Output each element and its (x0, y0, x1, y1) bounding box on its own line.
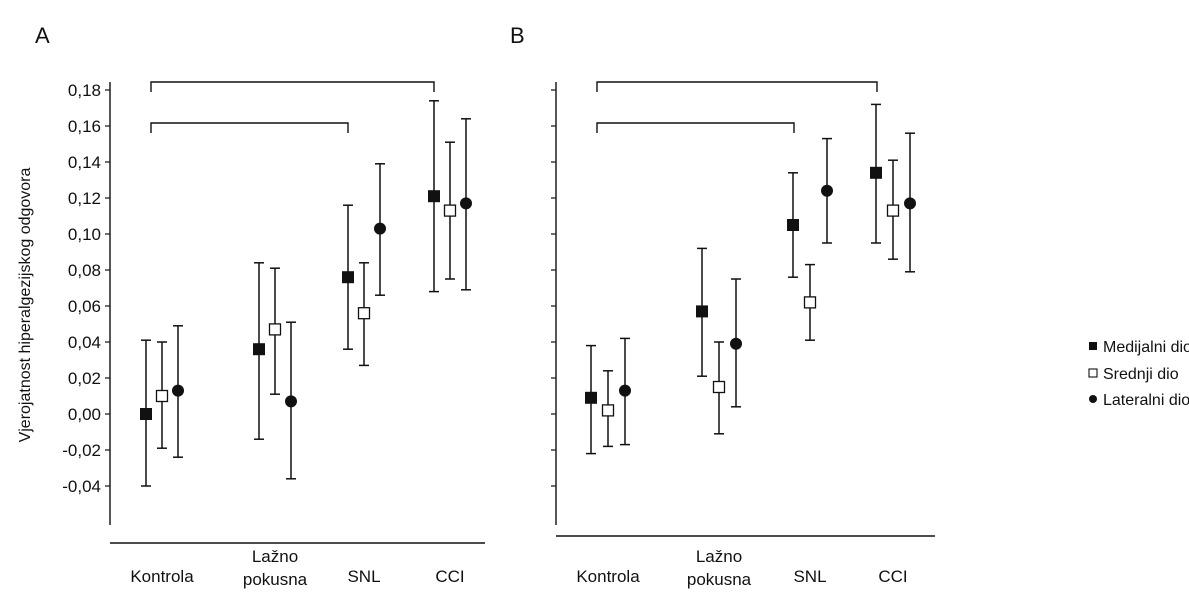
y-tick-label: 0,04 (68, 333, 101, 352)
x-category-label: SNL (793, 567, 826, 586)
data-point (155, 389, 169, 403)
y-tick-label: 0,14 (68, 153, 101, 172)
y-tick-label: 0,08 (68, 261, 101, 280)
data-point (886, 204, 900, 217)
data-point (619, 384, 631, 397)
x-category-label: Kontrola (130, 567, 194, 586)
data-point (730, 337, 742, 350)
y-tick-label: -0,02 (62, 441, 101, 460)
data-point (870, 166, 882, 179)
y-tick-label: 0,06 (68, 297, 101, 316)
data-point (443, 204, 457, 217)
data-point (585, 391, 597, 404)
data-point (904, 197, 916, 210)
legend-marker (1089, 395, 1097, 403)
panel-label-b: B (510, 23, 525, 48)
panel-b: B Kontrola Lažno pokusna SNL CCI (510, 23, 935, 589)
data-point (342, 271, 354, 284)
legend-label: Lateralni dio (1103, 392, 1189, 409)
x-category-label: Lažno (696, 547, 742, 566)
y-tick-label: 0,00 (68, 405, 101, 424)
data-point (374, 222, 386, 235)
legend-marker (1088, 368, 1098, 378)
y-tick-label: 0,02 (68, 369, 101, 388)
legend: Medijalni dio Srednji dio Lateralni dio (1088, 339, 1189, 409)
x-category-label: pokusna (687, 570, 752, 589)
panel-a: A 0,18 0,16 0,14 0,12 0,10 0,08 0,06 0,04 0,02 0,0… (35, 23, 485, 589)
x-category-label: Lažno (252, 547, 298, 566)
y-tick-label: -0,04 (62, 477, 101, 496)
panel-label-a: A (35, 23, 50, 48)
data-point (712, 380, 726, 394)
data-point (460, 197, 472, 210)
data-point (285, 395, 297, 408)
data-point (172, 384, 184, 397)
data-point (787, 219, 799, 231)
legend-label: Srednji dio (1103, 366, 1179, 383)
legend-label: Medijalni dio (1103, 339, 1189, 356)
x-category-label: pokusna (243, 570, 308, 589)
x-category-label: SNL (347, 567, 380, 586)
x-category-label: CCI (878, 567, 907, 586)
data-point (428, 190, 440, 203)
data-point (357, 307, 371, 320)
data-point (601, 404, 615, 417)
x-category-label: Kontrola (576, 567, 640, 586)
data-point (140, 408, 152, 420)
data-point (268, 323, 282, 336)
y-tick-label: 0,16 (68, 117, 101, 136)
legend-marker (1089, 342, 1097, 350)
x-category-label: CCI (435, 567, 464, 586)
y-axis-title: Vjerojatnost hiperalgezijskog odgovora (17, 167, 34, 442)
data-point (696, 305, 708, 318)
data-point (821, 184, 833, 197)
significance-bracket (596, 122, 795, 133)
data-point (803, 296, 817, 309)
data-point (253, 343, 265, 356)
significance-bracket (150, 122, 349, 133)
y-tick-label: 0,12 (68, 189, 101, 208)
significance-bracket (150, 81, 435, 92)
y-tick-label: 0,10 (68, 225, 101, 244)
significance-bracket (596, 81, 878, 92)
y-tick-label: 0,18 (68, 81, 101, 100)
